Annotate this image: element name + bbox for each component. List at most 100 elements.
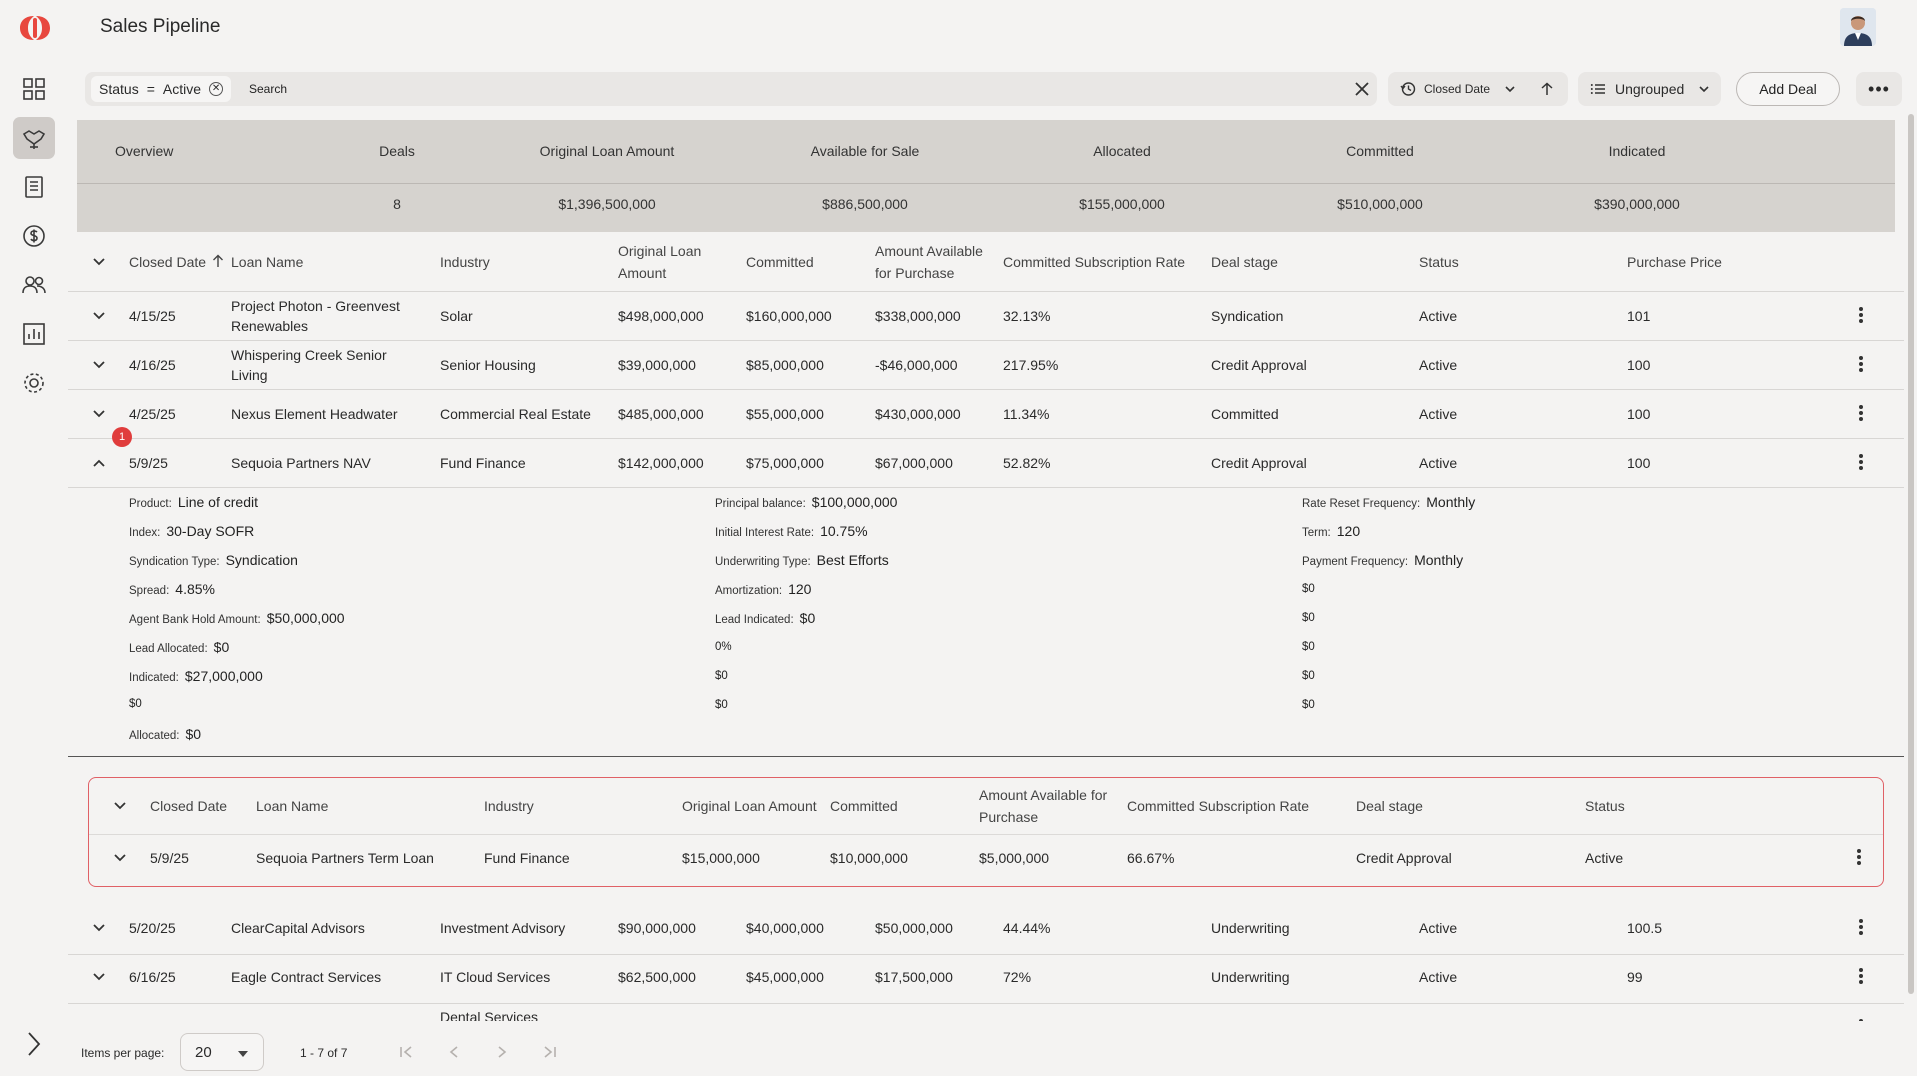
sidebar-item-documents[interactable] [13, 166, 55, 208]
table-row[interactable]: 4/25/25 Nexus Element Headwater Commerci… [68, 390, 1904, 439]
sub-column-rate[interactable]: Committed Subscription Rate [1127, 798, 1310, 814]
cell-loan-name[interactable]: Sequoia Partners NAV [231, 455, 371, 471]
cell-purchase-price: 100 [1627, 357, 1651, 373]
column-header-available[interactable]: Amount Available for Purchase [875, 243, 983, 281]
row-menu-icon[interactable] [1858, 452, 1864, 472]
sub-column-original-loan[interactable]: Original Loan Amount [682, 798, 817, 814]
chevron-down-icon [1699, 86, 1709, 93]
sidebar-item-finance[interactable] [13, 215, 55, 257]
row-menu-icon[interactable] [1858, 354, 1864, 374]
first-page-button[interactable] [394, 1040, 418, 1064]
last-page-button[interactable] [538, 1040, 562, 1064]
column-header-deal-stage[interactable]: Deal stage [1211, 254, 1278, 270]
cell-loan-name[interactable]: Whispering Creek Senior Living [231, 347, 387, 383]
cell-loan-name[interactable]: Project Photon - Greenvest Renewables [231, 298, 400, 334]
table-row-expanded[interactable]: 5/9/25 Sequoia Partners NAV Fund Finance… [68, 439, 1904, 488]
chevron-down-icon[interactable] [90, 968, 108, 986]
avatar[interactable] [1840, 8, 1876, 46]
more-options-button[interactable]: ••• [1856, 72, 1902, 106]
cell-status: Active [1419, 455, 1458, 471]
previous-page-button[interactable] [442, 1040, 466, 1064]
cell-committed: $85,000,000 [746, 357, 824, 373]
sub-column-available[interactable]: Amount Available for Purchase [979, 787, 1108, 825]
column-header-industry[interactable]: Industry [440, 254, 490, 270]
sidebar-item-settings[interactable] [13, 362, 55, 404]
detail-initial-interest-rate: Initial Interest Rate: 10.75% [715, 523, 868, 539]
filter-chip-operator: = [146, 81, 155, 97]
sidebar-item-contacts[interactable] [13, 264, 55, 306]
cell-committed: $55,000,000 [746, 406, 824, 422]
table-row[interactable]: 4/15/25 Project Photon - Greenvest Renew… [68, 292, 1904, 341]
cell-original-loan: $39,000,000 [618, 357, 696, 373]
chevron-up-icon[interactable] [90, 454, 108, 472]
add-deal-button[interactable]: Add Deal [1736, 72, 1840, 106]
sub-column-closed-date[interactable]: Closed Date [150, 798, 228, 814]
summary-divider [77, 183, 1895, 184]
cell-loan-name[interactable]: ClearCapital Advisors [231, 920, 365, 936]
row-menu-icon[interactable] [1856, 847, 1862, 867]
column-header-closed-date[interactable]: Closed Date [129, 254, 207, 270]
sub-cell-closed-date: 5/9/25 [150, 850, 189, 866]
sub-column-committed[interactable]: Committed [830, 798, 898, 814]
cell-industry: Dental Services [440, 1009, 539, 1021]
table-row[interactable]: 5/20/25 ClearCapital Advisors Investment… [68, 906, 1904, 955]
chevron-down-icon[interactable] [111, 797, 129, 815]
sub-cell-deal-stage: Credit Approval [1356, 850, 1452, 866]
sub-cell-loan-name[interactable]: Sequoia Partners Term Loan [256, 850, 434, 866]
chevron-down-icon[interactable] [90, 919, 108, 937]
detail-payment-frequency: Payment Frequency: Monthly [1302, 552, 1464, 568]
next-page-button[interactable] [490, 1040, 514, 1064]
cell-status: Active [1419, 308, 1458, 324]
clear-search-button[interactable] [1351, 78, 1373, 100]
column-header-committed[interactable]: Committed [746, 254, 814, 270]
summary-value-available: $886,500,000 [822, 196, 908, 212]
cell-loan-name[interactable]: Nexus Element Headwater [231, 406, 398, 422]
sub-column-status[interactable]: Status [1585, 798, 1625, 814]
search-input[interactable] [249, 79, 1149, 99]
chevron-down-icon[interactable] [90, 356, 108, 374]
expand-sidebar-button[interactable] [20, 1028, 48, 1060]
row-menu-icon[interactable] [1858, 1017, 1864, 1021]
sub-column-loan-name[interactable]: Loan Name [256, 798, 329, 814]
group-by-control[interactable]: Ungrouped [1578, 72, 1721, 106]
document-list-icon [25, 176, 43, 198]
column-header-purchase-price[interactable]: Purchase Price [1627, 254, 1722, 270]
table-row[interactable]: 4/16/25 Whispering Creek Senior Living S… [68, 341, 1904, 390]
history-icon [1400, 82, 1416, 96]
chevron-down-icon[interactable] [90, 405, 108, 423]
sort-arrow-up-icon[interactable] [212, 254, 224, 268]
sub-cell-original-loan: $15,000,000 [682, 850, 760, 866]
cell-industry: Senior Housing [440, 357, 536, 373]
column-header-original-loan[interactable]: Original Loan Amount [618, 243, 702, 281]
sort-field-label: Closed Date [1424, 82, 1491, 96]
sub-column-deal-stage[interactable]: Deal stage [1356, 798, 1423, 814]
items-per-page-select[interactable]: 20 [180, 1033, 264, 1071]
summary-value-committed: $510,000,000 [1337, 196, 1423, 212]
row-menu-icon[interactable] [1858, 966, 1864, 986]
deals-table-area: Overview Deals Original Loan Amount Avai… [68, 114, 1904, 1021]
chevron-down-icon[interactable] [90, 307, 108, 325]
expand-all-chevron-icon[interactable] [90, 253, 108, 271]
sort-ascending-icon[interactable] [1540, 82, 1554, 96]
cell-loan-name[interactable]: Eagle Contract Services [231, 969, 382, 985]
sub-column-industry[interactable]: Industry [484, 798, 534, 814]
row-menu-icon[interactable] [1858, 403, 1864, 423]
sort-control[interactable]: Closed Date [1388, 72, 1568, 106]
detail-lead-allocated: Lead Allocated: $0 [129, 639, 230, 655]
row-menu-icon[interactable] [1858, 917, 1864, 937]
sidebar-item-dashboard[interactable] [13, 68, 55, 110]
sidebar-item-deals[interactable] [13, 117, 55, 159]
chevron-down-icon[interactable] [111, 849, 129, 867]
row-menu-icon[interactable] [1858, 305, 1864, 325]
chevron-down-icon[interactable] [1504, 83, 1516, 95]
sidebar-item-reports[interactable] [13, 313, 55, 355]
column-header-loan-name[interactable]: Loan Name [231, 254, 304, 270]
column-header-status[interactable]: Status [1419, 254, 1459, 270]
filter-chip-status[interactable]: Status = Active ✕ [91, 76, 232, 102]
vertical-scrollbar[interactable] [1908, 114, 1914, 994]
table-row[interactable]: Dental Services [68, 1004, 1904, 1021]
remove-filter-icon[interactable]: ✕ [209, 82, 224, 96]
table-row[interactable]: 6/16/25 Eagle Contract Services IT Cloud… [68, 955, 1904, 1004]
column-header-rate[interactable]: Committed Subscription Rate [1003, 254, 1186, 270]
brand-logo[interactable] [18, 14, 52, 42]
